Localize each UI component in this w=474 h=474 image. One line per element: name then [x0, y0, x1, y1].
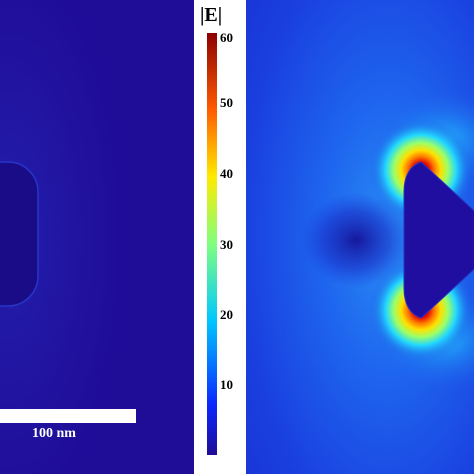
right-field-map-panel [246, 0, 474, 474]
colorbar-tick-40: 40 [220, 166, 233, 181]
right-field-map [246, 0, 474, 474]
colorbar-tick-20: 20 [220, 307, 233, 322]
left-nanorod-shape [0, 161, 39, 307]
scale-bar [0, 409, 136, 423]
low-field-region [301, 192, 411, 288]
scale-bar-label: 100 nm [32, 426, 76, 441]
colorbar-tick-50: 50 [220, 95, 233, 110]
colorbar-title: |E| [200, 4, 223, 26]
right-nanotriangle-shape [403, 161, 474, 319]
left-field-map [0, 0, 194, 474]
colorbar-tick-10: 10 [220, 377, 233, 392]
colorbar-tick-60: 60 [220, 30, 233, 45]
colorbar [207, 33, 217, 455]
left-field-map-panel: 100 nm [0, 0, 194, 474]
colorbar-tick-30: 30 [220, 237, 233, 252]
